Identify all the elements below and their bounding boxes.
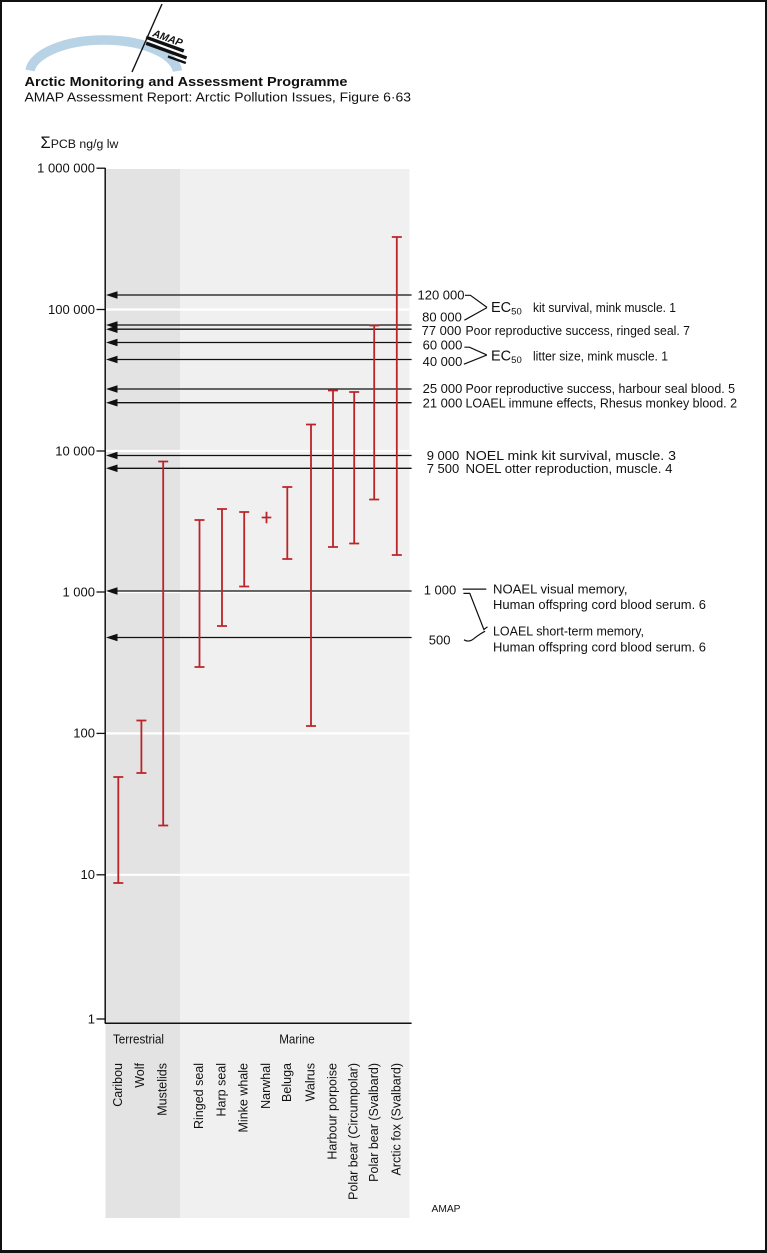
svg-text:10: 10 bbox=[81, 867, 95, 882]
svg-text:500: 500 bbox=[429, 632, 451, 647]
svg-text:120 000: 120 000 bbox=[418, 288, 465, 303]
svg-text:40 000: 40 000 bbox=[423, 354, 463, 369]
svg-text:Mustelids: Mustelids bbox=[156, 1063, 170, 1116]
svg-text:Poor reproductive success, rin: Poor reproductive success, ringed seal. … bbox=[466, 323, 691, 338]
svg-text:Human offspring cord blood ser: Human offspring cord blood serum. 6 bbox=[493, 597, 706, 612]
svg-text:Harbour porpoise: Harbour porpoise bbox=[326, 1063, 340, 1160]
svg-text:Ringed seal: Ringed seal bbox=[192, 1063, 206, 1129]
svg-text:1 000: 1 000 bbox=[62, 584, 95, 599]
svg-text:NOAEL visual memory,: NOAEL visual memory, bbox=[493, 582, 628, 597]
svg-text:kit survival, mink muscle. 1: kit survival, mink muscle. 1 bbox=[533, 300, 676, 315]
svg-text:ΣPCB ng/g lw: ΣPCB ng/g lw bbox=[41, 134, 119, 152]
svg-text:7 500: 7 500 bbox=[427, 461, 460, 476]
svg-text:9 000: 9 000 bbox=[427, 448, 460, 463]
svg-text:100: 100 bbox=[73, 726, 95, 741]
svg-text:Polar bear (Svalbard): Polar bear (Svalbard) bbox=[367, 1063, 381, 1182]
svg-text:AMAP: AMAP bbox=[432, 1204, 461, 1215]
svg-text:1 000 000: 1 000 000 bbox=[37, 161, 95, 176]
svg-text:Arctic Monitoring and Assessme: Arctic Monitoring and Assessment Program… bbox=[25, 75, 348, 89]
svg-text:Minke whale: Minke whale bbox=[237, 1063, 251, 1133]
svg-text:LOAEL short-term memory,: LOAEL short-term memory, bbox=[493, 624, 644, 639]
svg-text:21 000: 21 000 bbox=[423, 396, 463, 411]
svg-text:Walrus: Walrus bbox=[304, 1063, 318, 1101]
svg-text:Wolf: Wolf bbox=[133, 1062, 147, 1087]
svg-text:EC50: EC50 bbox=[491, 300, 522, 318]
svg-text:NOEL mink kit survival, muscle: NOEL mink kit survival, muscle. 3 bbox=[466, 448, 677, 463]
svg-text:litter size, mink muscle. 1: litter size, mink muscle. 1 bbox=[533, 349, 668, 364]
svg-text:Terrestrial: Terrestrial bbox=[113, 1032, 164, 1047]
svg-text:Harp seal: Harp seal bbox=[215, 1063, 229, 1117]
svg-text:Poor reproductive success, har: Poor reproductive success, harbour seal … bbox=[466, 381, 736, 396]
svg-text:100 000: 100 000 bbox=[48, 302, 95, 317]
svg-text:Human offspring cord blood ser: Human offspring cord blood serum. 6 bbox=[493, 640, 706, 655]
svg-text:60 000: 60 000 bbox=[423, 338, 463, 353]
svg-text:1 000: 1 000 bbox=[424, 582, 457, 597]
svg-text:77 000: 77 000 bbox=[422, 323, 462, 338]
svg-text:Arctic fox (Svalbard): Arctic fox (Svalbard) bbox=[389, 1063, 403, 1176]
svg-text:AMAP Assessment Report: Arctic: AMAP Assessment Report: Arctic Pollution… bbox=[25, 91, 412, 105]
svg-text:Beluga: Beluga bbox=[280, 1063, 294, 1102]
svg-text:Caribou: Caribou bbox=[111, 1063, 125, 1107]
svg-text:25 000: 25 000 bbox=[423, 381, 463, 396]
svg-text:80 000: 80 000 bbox=[422, 310, 462, 325]
svg-text:Narwhal: Narwhal bbox=[259, 1063, 273, 1109]
svg-text:Marine: Marine bbox=[279, 1032, 315, 1047]
svg-text:NOEL otter reproduction, muscl: NOEL otter reproduction, muscle. 4 bbox=[466, 461, 673, 476]
svg-text:10 000: 10 000 bbox=[55, 443, 95, 458]
svg-text:EC50: EC50 bbox=[491, 349, 522, 367]
svg-text:Polar bear (Circumpolar): Polar bear (Circumpolar) bbox=[347, 1063, 361, 1200]
svg-text:LOAEL immune effects, Rhesus m: LOAEL immune effects, Rhesus monkey bloo… bbox=[466, 396, 738, 411]
svg-text:1: 1 bbox=[88, 1011, 95, 1026]
